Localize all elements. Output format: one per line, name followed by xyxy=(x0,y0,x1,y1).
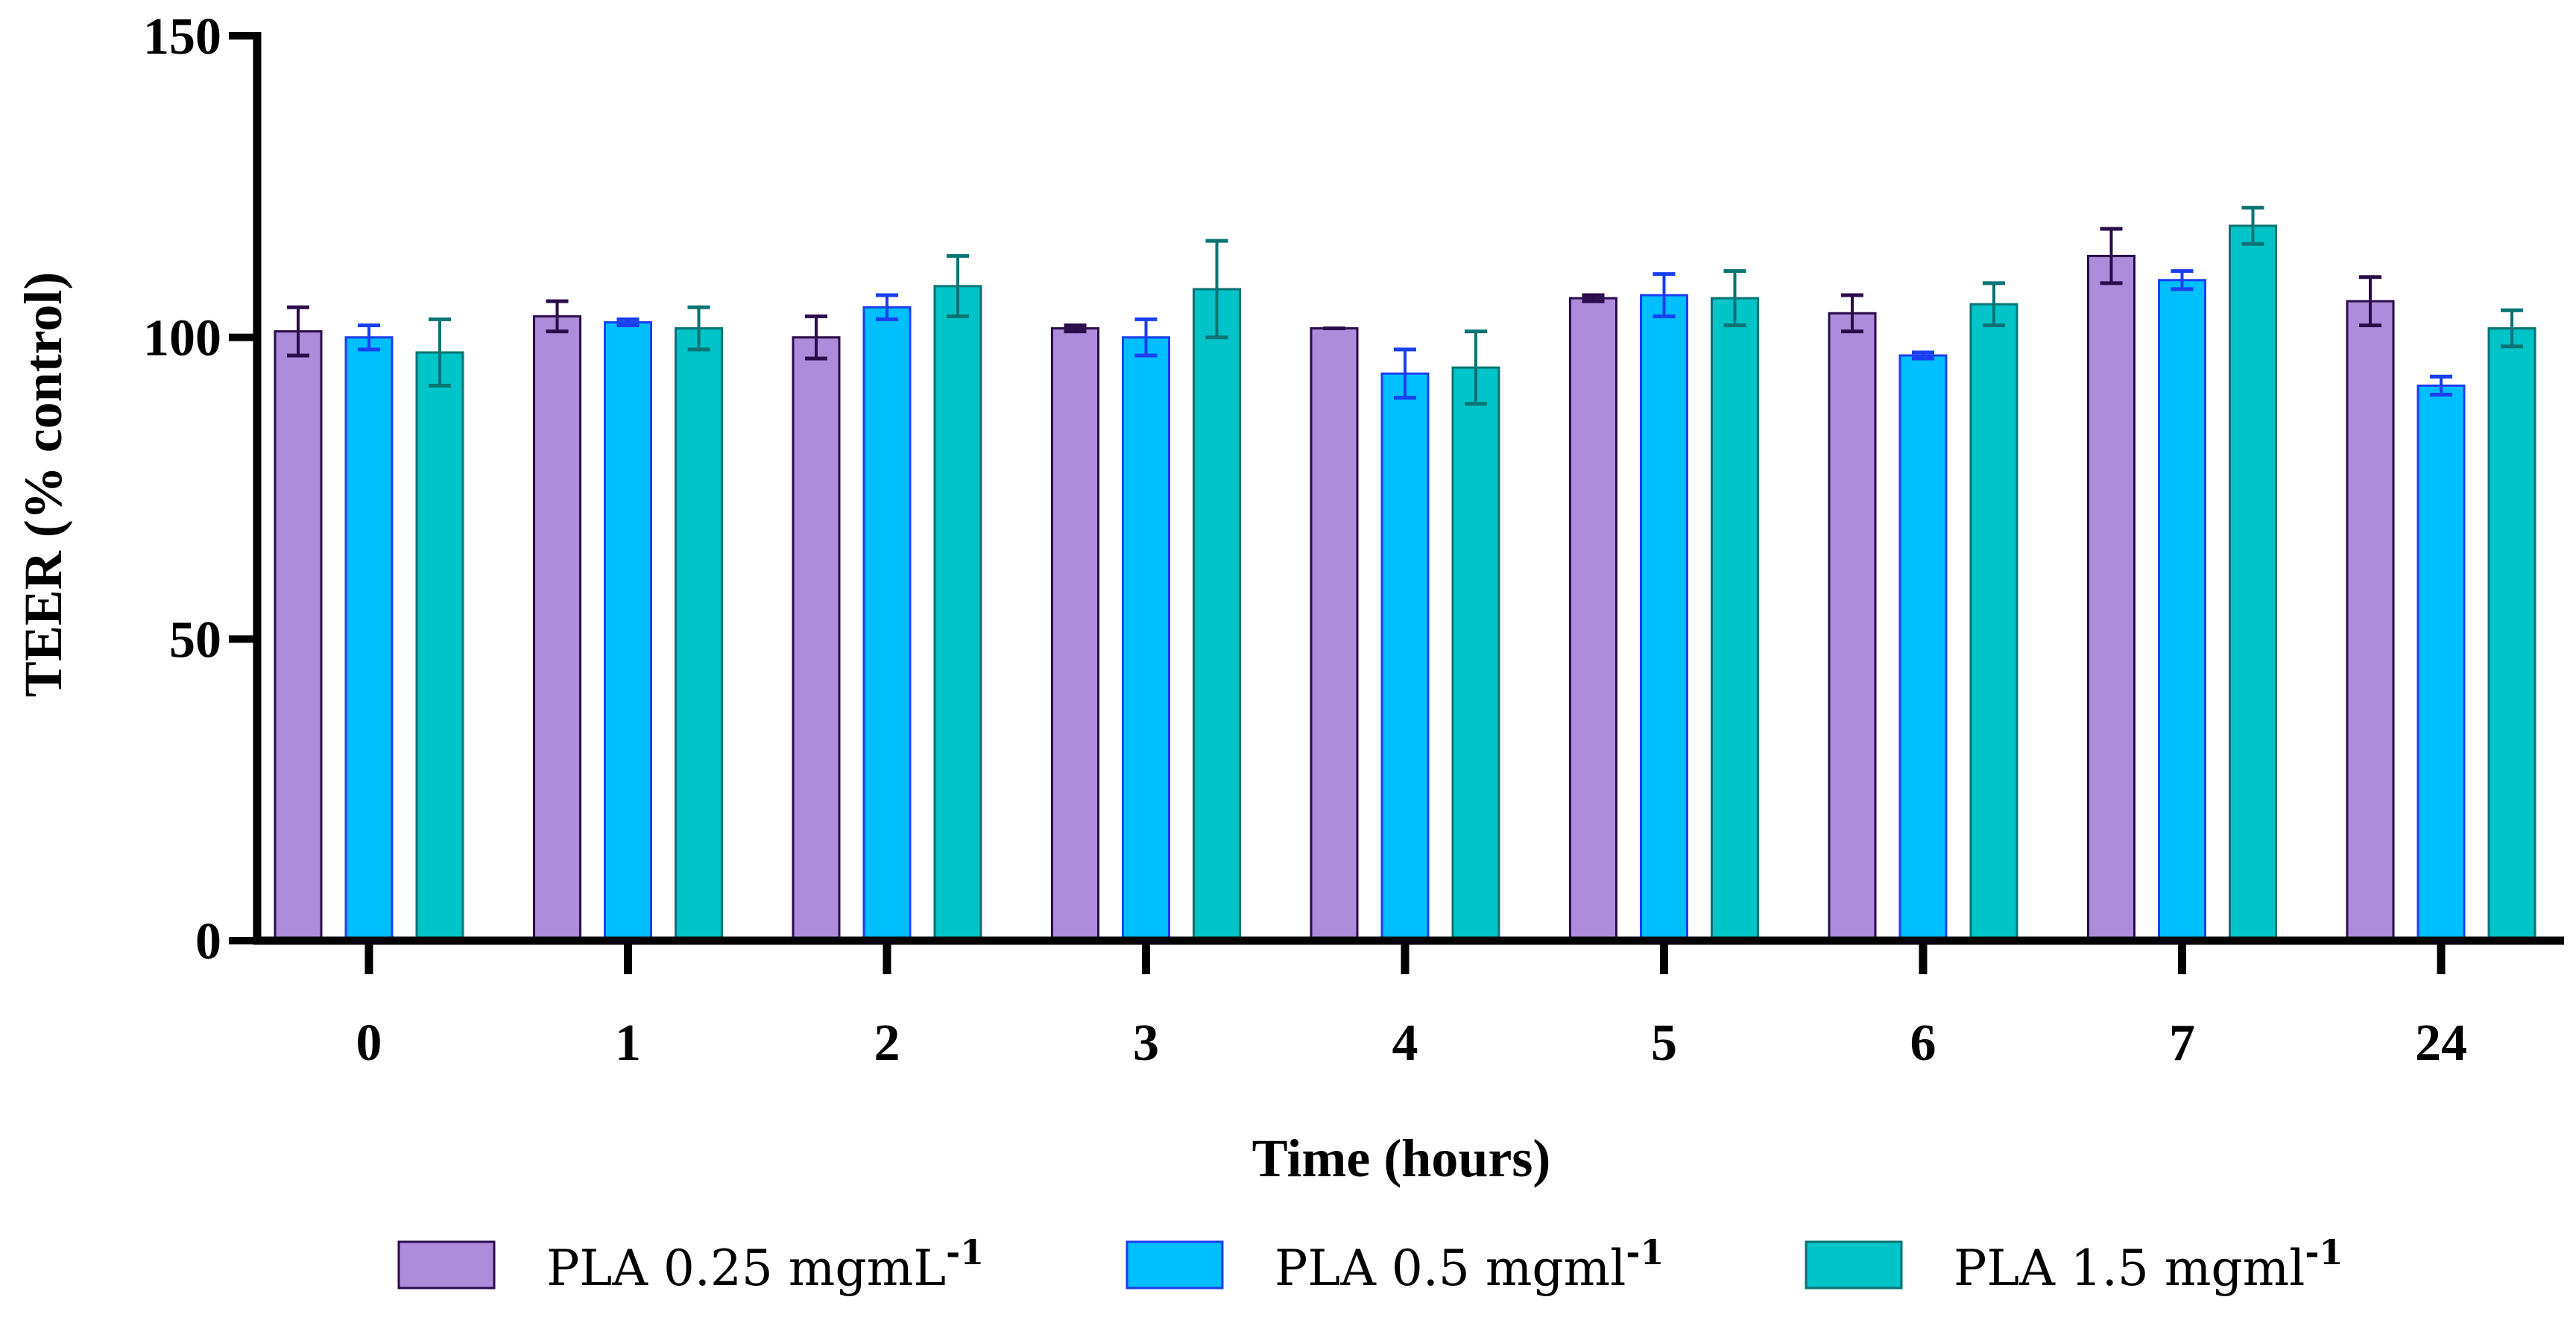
x-tick-label: 5 xyxy=(1651,1014,1677,1072)
bar xyxy=(1193,288,1241,942)
bar xyxy=(1569,297,1617,942)
legend-item: PLA 0.5 mgml-1 xyxy=(1126,1232,1664,1297)
y-tick-label: 50 xyxy=(169,611,221,669)
bar xyxy=(675,327,723,942)
x-tick-label: 2 xyxy=(874,1014,900,1072)
bar xyxy=(2346,300,2395,942)
x-tick-label: 7 xyxy=(2169,1014,2195,1072)
bar xyxy=(933,285,982,942)
bar xyxy=(792,336,841,942)
bar xyxy=(415,351,464,942)
legend: PLA 0.25 mgmL-1 PLA 0.5 mgml-1 PLA 1.5 mgm… xyxy=(397,1232,2343,1297)
legend-label: PLA 0.5 mgml-1 xyxy=(1275,1232,1664,1297)
bar xyxy=(2087,254,2135,942)
y-axis-title: TEER (% control) xyxy=(13,272,73,698)
bar xyxy=(344,336,394,942)
legend-swatch xyxy=(1805,1240,1903,1290)
x-tick-label: 4 xyxy=(1392,1014,1418,1072)
x-tick-label: 24 xyxy=(2415,1014,2467,1072)
bar xyxy=(1122,336,1170,942)
axes-layer: 0 50 100 150 0 1 2 3 4 5 6 7 24 xyxy=(143,8,2564,1072)
bar xyxy=(1898,354,1948,942)
bar xyxy=(1969,303,2018,942)
bars-layer xyxy=(274,206,2536,942)
x-axis-title: Time (hours) xyxy=(1252,1129,1551,1188)
y-tick-label: 100 xyxy=(143,310,221,367)
x-tick-label: 6 xyxy=(1910,1014,1936,1072)
bar xyxy=(1051,327,1099,942)
x-tick-label: 3 xyxy=(1133,1014,1159,1072)
bar xyxy=(274,330,323,942)
x-tick-label: 1 xyxy=(615,1014,641,1072)
bar xyxy=(1451,366,1500,942)
bar xyxy=(533,315,581,942)
legend-swatch xyxy=(1126,1240,1224,1290)
legend-label: PLA 1.5 mgml-1 xyxy=(1954,1232,2343,1297)
y-tick-label: 0 xyxy=(195,913,221,970)
bar xyxy=(604,321,652,942)
bar xyxy=(1380,372,1430,942)
bar xyxy=(2158,279,2206,942)
bar xyxy=(2487,327,2536,942)
bar xyxy=(1310,327,1359,942)
legend-item: PLA 0.25 mgmL-1 xyxy=(397,1232,984,1297)
y-tick-label: 150 xyxy=(143,8,221,66)
bar xyxy=(1711,297,1759,942)
bar xyxy=(1640,294,1688,942)
x-tick-label: 0 xyxy=(356,1014,382,1072)
bar xyxy=(862,306,912,942)
legend-label: PLA 0.25 mgmL-1 xyxy=(546,1232,984,1297)
bar xyxy=(1828,312,1877,942)
legend-item: PLA 1.5 mgml-1 xyxy=(1805,1232,2343,1297)
bar xyxy=(2416,384,2466,942)
legend-swatch xyxy=(397,1240,496,1290)
bar xyxy=(2229,224,2277,942)
